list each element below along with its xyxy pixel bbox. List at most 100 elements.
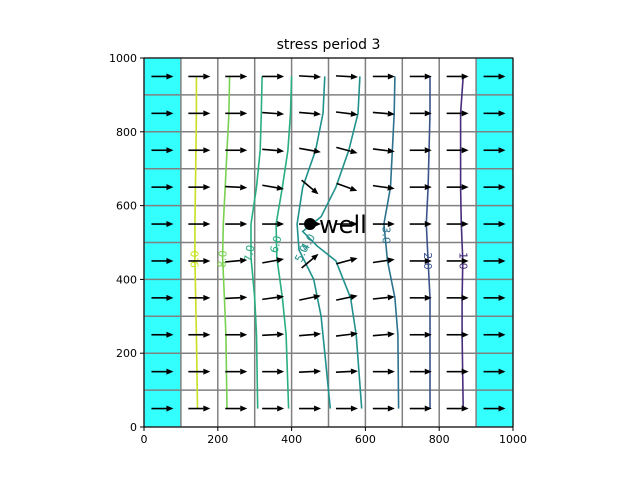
contour-line [250, 76, 263, 409]
flow-arrow [483, 294, 506, 301]
flow-arrow [483, 221, 506, 228]
flow-arrow [188, 73, 211, 80]
flow-arrow [483, 184, 506, 191]
x-tick-label: 200 [207, 433, 228, 446]
flow-arrow [151, 294, 174, 301]
flow-arrow [151, 73, 174, 80]
flow-arrow [225, 257, 248, 264]
flow-arrow [335, 331, 358, 338]
flow-arrow [335, 368, 358, 375]
flow-arrow [372, 184, 395, 191]
flow-arrow [409, 294, 432, 301]
flow-arrow [225, 73, 248, 80]
y-tick-label: 0 [130, 421, 137, 434]
flow-arrow [372, 294, 395, 301]
y-tick-label: 1000 [109, 52, 137, 65]
well-dot [304, 218, 317, 231]
flow-arrow [409, 368, 432, 375]
well-label: well [319, 211, 367, 239]
flow-arrow [372, 110, 395, 117]
x-tick-label: 0 [141, 433, 148, 446]
flow-arrow [336, 257, 358, 265]
flow-arrow [188, 368, 211, 375]
flow-arrow [446, 405, 469, 412]
flow-arrow [446, 331, 469, 338]
head-contours: 1.02.03.04.05.06.07.08.09.0 [188, 76, 470, 409]
flow-arrow [262, 73, 285, 80]
flow-arrow [483, 110, 506, 117]
y-tick-label: 400 [116, 273, 137, 286]
x-tick-label: 400 [281, 433, 302, 446]
contour-line [383, 76, 400, 409]
flow-arrow [188, 184, 211, 191]
flow-vectors [151, 73, 506, 412]
flow-arrow [188, 257, 211, 264]
x-axis-ticks: 0 200 400 600 800 1000 [141, 427, 527, 446]
flow-arrow [372, 368, 395, 375]
flow-arrow [299, 368, 322, 375]
x-tick-label: 800 [429, 433, 450, 446]
flow-arrow [151, 331, 174, 338]
contour-label: 7.0 [242, 244, 258, 263]
flow-arrow [335, 73, 358, 80]
flow-arrow [335, 110, 358, 117]
flow-arrow [225, 294, 248, 301]
x-tick-label: 1000 [499, 433, 527, 446]
flow-arrow [262, 221, 285, 228]
flow-arrow [299, 110, 322, 117]
flow-arrow [409, 73, 432, 80]
flow-arrow [188, 405, 211, 412]
flow-arrow [446, 368, 469, 375]
y-tick-label: 800 [116, 126, 137, 139]
flow-arrow [262, 405, 285, 412]
flow-arrow [188, 331, 211, 338]
flow-arrow [299, 331, 322, 338]
flow-arrow [483, 257, 506, 264]
contour-line [296, 76, 332, 409]
flow-arrow [483, 331, 506, 338]
flow-arrow [372, 221, 395, 228]
flow-arrow [262, 294, 285, 301]
y-tick-label: 600 [116, 200, 137, 213]
y-tick-label: 200 [116, 347, 137, 360]
flow-arrow [262, 257, 284, 264]
x-tick-label: 600 [355, 433, 376, 446]
flow-arrow [372, 257, 395, 264]
flow-arrow [225, 331, 248, 338]
flow-arrow [225, 147, 248, 154]
flow-arrow [225, 184, 248, 191]
flow-arrow [372, 147, 395, 154]
contour-label: 3.0 [380, 226, 393, 244]
flow-arrow [151, 405, 174, 412]
flow-arrow [483, 405, 506, 412]
flow-arrow [335, 221, 358, 228]
chart-title: stress period 3 [277, 37, 381, 53]
y-axis-ticks: 0 200 400 600 800 1000 [109, 52, 144, 434]
flow-arrow [262, 331, 285, 338]
flow-arrow [299, 405, 322, 412]
flow-arrow [262, 110, 285, 117]
contour-line [459, 76, 464, 409]
flow-arrow [151, 110, 174, 117]
contour-line [301, 76, 363, 409]
flow-arrow [151, 221, 174, 228]
flow-arrow [446, 110, 469, 117]
contour-label: 8.0 [215, 250, 229, 269]
flow-arrow [409, 257, 432, 264]
flow-arrow [299, 147, 321, 154]
flow-arrow [446, 257, 469, 264]
flow-arrow [188, 147, 211, 154]
flow-arrow [151, 147, 174, 154]
flow-arrow [483, 147, 506, 154]
flow-arrow [225, 405, 248, 412]
flow-arrow [483, 73, 506, 80]
flow-arrow [446, 221, 469, 228]
flow-arrow [446, 184, 469, 191]
flow-arrow [483, 368, 506, 375]
flow-arrow [299, 73, 322, 80]
flow-arrow [262, 184, 284, 191]
flow-arrow [372, 405, 395, 412]
flow-arrow [262, 368, 285, 375]
plot-frame [143, 57, 514, 428]
